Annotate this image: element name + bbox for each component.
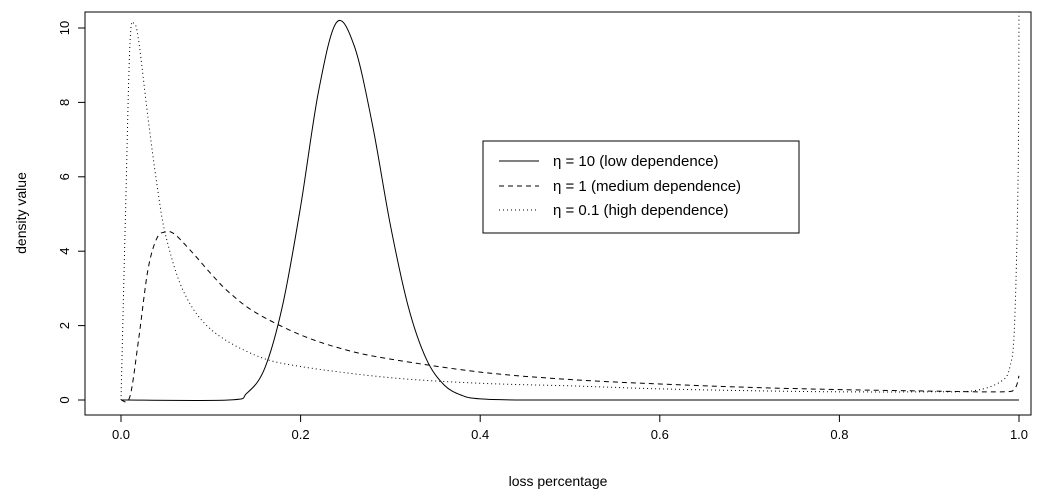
x-tick-label: 1.0 [1010, 427, 1028, 442]
legend: η = 10 (low dependence) η = 1 (medium de… [482, 140, 800, 234]
x-tick-label: 0.6 [651, 427, 669, 442]
x-tick-label: 0.8 [830, 427, 848, 442]
x-axis: 0.0 0.2 0.4 0.6 0.8 1.0 [112, 414, 1028, 442]
legend-box [482, 140, 800, 234]
y-axis: 0 2 4 6 8 10 [57, 21, 86, 404]
x-axis-title: loss percentage [509, 473, 608, 489]
y-tick-label: 2 [57, 322, 72, 329]
legend-label-high: η = 0.1 (high dependence) [553, 202, 729, 219]
series-layer [120, 9, 1020, 403]
series-line-medium-dependence [120, 230, 1020, 403]
y-tick-label: 0 [57, 396, 72, 403]
x-tick-label: 0.4 [471, 427, 489, 442]
series-line-low-dependence [120, 20, 1019, 401]
x-tick-label: 0.0 [112, 427, 130, 442]
y-tick-label: 4 [57, 248, 72, 255]
y-tick-label: 6 [57, 173, 72, 180]
legend-label-low: η = 10 (low dependence) [553, 153, 719, 170]
legend-label-medium: η = 1 (medium dependence) [553, 178, 741, 195]
y-axis-title: density value [13, 172, 29, 254]
y-tick-label: 8 [57, 99, 72, 106]
x-tick-label: 0.2 [292, 427, 310, 442]
y-tick-label: 10 [57, 21, 72, 35]
